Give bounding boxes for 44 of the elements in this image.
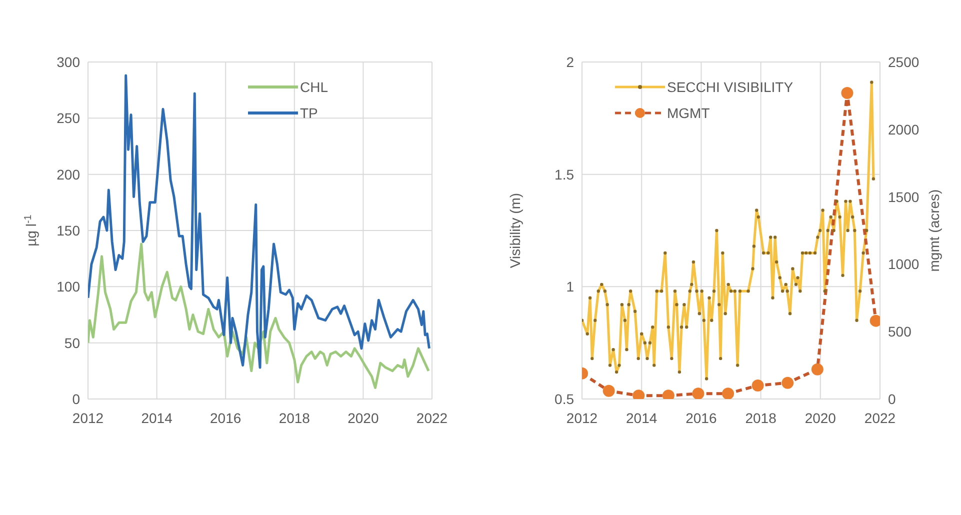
y-tick-label: 0 bbox=[72, 390, 80, 407]
y-tick-label: 200 bbox=[56, 166, 80, 182]
point bbox=[692, 388, 704, 399]
x-tick-label: 2012 bbox=[72, 410, 104, 426]
y-tick-label: 50 bbox=[64, 334, 80, 351]
x-tick-label: 2022 bbox=[864, 410, 896, 426]
y-tick-label: 300 bbox=[56, 54, 80, 70]
y-tick-label: 150 bbox=[56, 222, 80, 238]
y2-tick-label: 2500 bbox=[888, 54, 920, 70]
x-tick-label: 2022 bbox=[416, 410, 448, 426]
y2-axis-title: mgmt (acres) bbox=[926, 189, 942, 272]
y2-tick-label: 0 bbox=[888, 390, 896, 407]
line-series bbox=[88, 74, 430, 369]
y2-tick-label: 500 bbox=[888, 324, 912, 340]
point bbox=[811, 363, 824, 376]
legend-label: MGMT bbox=[667, 105, 710, 121]
x-tick-label: 2016 bbox=[686, 410, 717, 426]
point bbox=[602, 384, 615, 397]
x-tick-label: 2020 bbox=[804, 410, 836, 426]
point bbox=[722, 388, 734, 399]
y2-tick-label: 1500 bbox=[888, 188, 920, 205]
legend-label: TP bbox=[300, 105, 318, 121]
point bbox=[752, 380, 764, 392]
y2-tick-label: 2000 bbox=[888, 121, 920, 138]
x-tick-label: 2016 bbox=[210, 410, 242, 426]
legend-label: CHL bbox=[300, 79, 328, 95]
y-tick-label: 1 bbox=[566, 278, 574, 295]
x-tick-label: 2018 bbox=[745, 410, 777, 426]
y-axis-title: Visibility (m) bbox=[507, 192, 523, 268]
x-tick-label: 2014 bbox=[141, 410, 173, 426]
y-tick-label: 0.5 bbox=[554, 390, 574, 407]
x-tick-label: 2018 bbox=[278, 410, 310, 426]
point bbox=[782, 376, 794, 389]
x-tick-label: 2020 bbox=[348, 410, 379, 426]
x-tick-label: 2012 bbox=[566, 410, 598, 426]
y2-tick-label: 1000 bbox=[888, 256, 920, 272]
y-tick-label: 1.5 bbox=[554, 166, 574, 182]
line-series bbox=[88, 242, 430, 390]
y-tick-label: 2 bbox=[566, 54, 574, 70]
x-tick-label: 2014 bbox=[626, 410, 658, 426]
point bbox=[841, 87, 854, 100]
y-tick-label: 250 bbox=[56, 110, 80, 126]
y-tick-label: 100 bbox=[56, 278, 80, 295]
legend-label: SECCHI VISIBILITY bbox=[667, 79, 794, 95]
